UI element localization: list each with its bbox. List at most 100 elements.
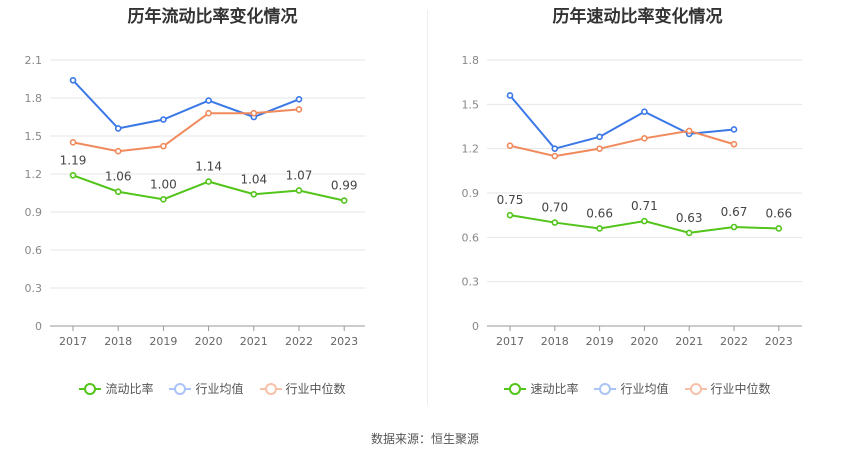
data-point[interactable] [730, 223, 738, 231]
data-label: 0.71 [631, 199, 658, 213]
data-point[interactable] [730, 126, 738, 133]
data-point[interactable] [685, 229, 693, 237]
data-point[interactable] [641, 217, 648, 225]
data-point[interactable] [641, 135, 648, 142]
x-tick-label: 2023 [330, 335, 358, 348]
y-tick-label: 0.9 [25, 206, 43, 219]
data-point[interactable] [160, 196, 167, 203]
y-tick-label: 0.3 [25, 282, 43, 295]
data-label: 1.00 [150, 177, 177, 191]
legend-item-quick-ratio[interactable]: 速动比率 [504, 380, 578, 397]
legend-swatch-icon [504, 382, 527, 396]
y-tick-label: 0 [35, 320, 42, 333]
legend-label: 行业中位数 [710, 382, 771, 396]
data-point[interactable] [506, 92, 514, 99]
data-point[interactable] [160, 116, 167, 123]
quick-ratio-panel: 0 0.3 0.6 0.9 1.2 1.5 1.8 2017 2018 2019 2020 2021 2… [425, 0, 850, 420]
data-point[interactable] [160, 142, 167, 150]
data-point[interactable] [685, 127, 693, 135]
data-point[interactable] [69, 76, 77, 84]
data-point[interactable] [250, 190, 258, 198]
series-line [509, 94, 735, 150]
current-ratio-chart: 0 0.3 0.6 0.9 1.2 1.5 1.8 2.1 2017 2018 2019 2020 20… [25, 54, 365, 348]
series-line [509, 129, 735, 158]
legend-swatch-icon [259, 382, 282, 396]
data-point[interactable] [551, 219, 559, 226]
y-tick-label: 0.6 [25, 244, 43, 257]
y-tick-label: 1.8 [25, 92, 43, 105]
data-point[interactable] [205, 109, 212, 117]
y-tick-label: 0.6 [462, 231, 480, 244]
data-label: 0.75 [497, 193, 524, 207]
data-point[interactable] [596, 145, 603, 152]
quick-ratio-legend: 速动比率 行业均值 行业中位数 [425, 380, 850, 397]
legend-swatch-icon [684, 382, 707, 396]
current-ratio-title: 历年流动比率变化情况 [127, 7, 298, 27]
y-tick-label: 0 [472, 320, 479, 333]
legend-item-industry-avg[interactable]: 行业均值 [169, 380, 244, 397]
x-tick-label: 2022 [285, 335, 313, 348]
x-tick-label: 2021 [675, 335, 703, 348]
y-tick-label: 1.2 [25, 168, 43, 181]
series-line [72, 79, 300, 130]
quick-ratio-title: 历年速动比率变化情况 [552, 7, 723, 27]
legend-label: 行业均值 [195, 382, 244, 396]
data-point[interactable] [551, 152, 559, 160]
x-tick-label: 2018 [104, 335, 132, 348]
data-point[interactable] [551, 145, 559, 152]
legend-label: 行业中位数 [285, 382, 346, 396]
legend-swatch-icon [169, 382, 192, 396]
data-label: 0.70 [541, 201, 568, 215]
legend-swatch-icon [79, 382, 102, 396]
data-point[interactable] [295, 95, 303, 103]
data-point[interactable] [295, 106, 303, 113]
data-point[interactable] [596, 133, 603, 141]
x-tick-label: 2020 [195, 335, 223, 348]
data-point[interactable] [205, 178, 212, 185]
data-point[interactable] [114, 147, 122, 155]
x-tick-label: 2019 [149, 335, 177, 348]
data-label: 0.66 [586, 206, 613, 220]
data-label: 0.67 [721, 205, 748, 219]
data-label: 0.63 [676, 211, 703, 225]
x-tick-label: 2017 [496, 335, 524, 348]
legend-item-current-ratio[interactable]: 流动比率 [79, 380, 153, 397]
data-point[interactable] [250, 109, 258, 117]
data-point[interactable] [506, 211, 514, 219]
x-tick-label: 2023 [765, 335, 793, 348]
y-tick-label: 1.5 [462, 98, 480, 111]
x-tick-label: 2017 [59, 335, 87, 348]
data-label: 1.04 [240, 172, 267, 186]
data-label: 1.19 [60, 153, 87, 167]
legend-item-industry-median[interactable]: 行业中位数 [259, 380, 346, 397]
data-point[interactable] [775, 225, 783, 232]
data-point[interactable] [295, 187, 303, 194]
data-point[interactable] [730, 140, 738, 148]
x-tick-label: 2022 [720, 335, 748, 348]
current-ratio-panel: 0 0.3 0.6 0.9 1.2 1.5 1.8 2.1 2017 2018 2019 2020 20… [0, 0, 425, 420]
current-ratio-legend: 流动比率 行业均值 行业中位数 [0, 380, 425, 397]
y-tick-label: 1.2 [462, 143, 480, 156]
data-point[interactable] [69, 171, 77, 179]
data-label: 1.14 [195, 160, 222, 174]
data-source-note: 数据来源：恒生聚源 [370, 432, 479, 446]
data-label: 1.06 [105, 170, 132, 184]
data-point[interactable] [114, 125, 122, 132]
data-point[interactable] [69, 139, 77, 146]
data-point[interactable] [596, 225, 603, 232]
data-label: 1.07 [286, 168, 313, 182]
legend-item-industry-median[interactable]: 行业中位数 [684, 380, 771, 397]
data-point[interactable] [340, 197, 348, 204]
data-point[interactable] [205, 97, 212, 104]
x-tick-label: 2018 [541, 335, 569, 348]
data-label: 0.99 [331, 179, 358, 193]
data-point[interactable] [114, 188, 122, 196]
x-tick-label: 2019 [586, 335, 614, 348]
quick-ratio-chart: 0 0.3 0.6 0.9 1.2 1.5 1.8 2017 2018 2019 2020 2021 2… [462, 54, 802, 348]
legend-item-industry-avg[interactable]: 行业均值 [594, 380, 669, 397]
legend-swatch-icon [594, 382, 617, 396]
data-point[interactable] [641, 108, 648, 116]
legend-label: 行业均值 [620, 382, 669, 396]
y-tick-label: 1.5 [25, 130, 43, 143]
data-point[interactable] [506, 142, 514, 150]
